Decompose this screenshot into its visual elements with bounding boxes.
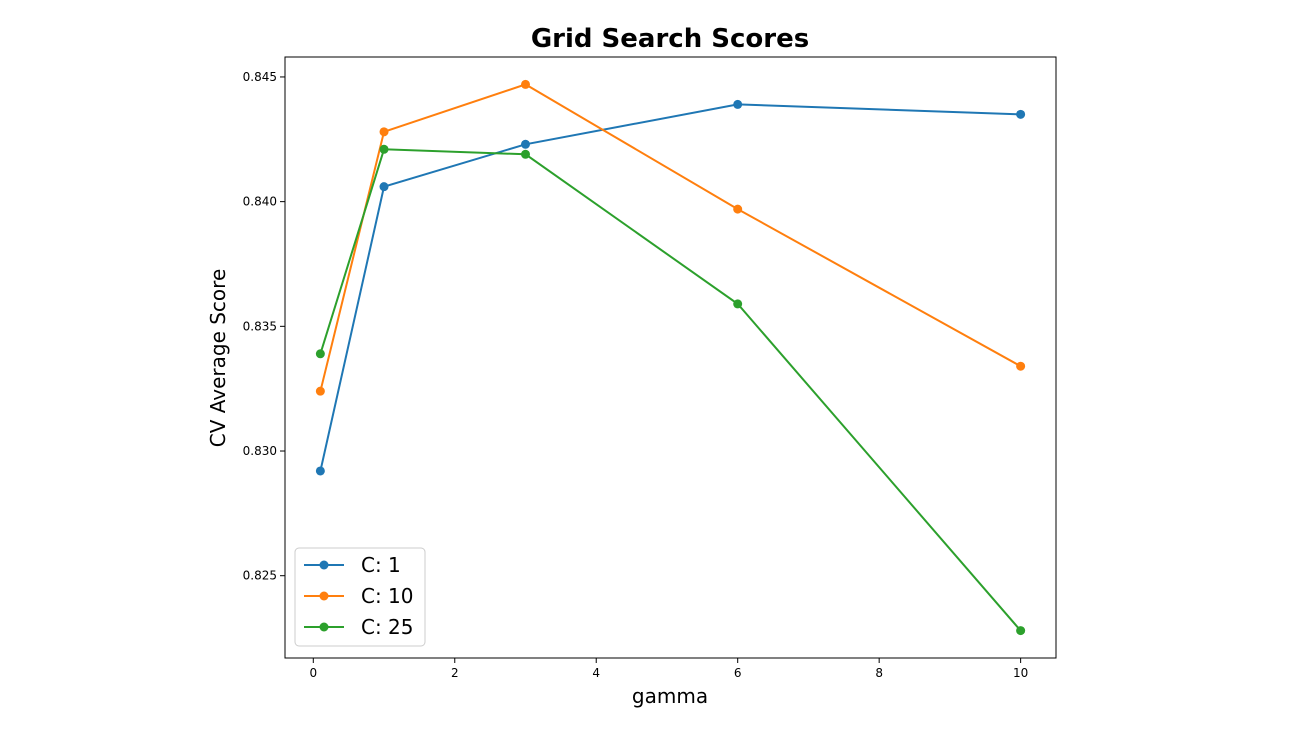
data-point-c-1	[379, 182, 389, 192]
legend-label-c-1: C: 1	[361, 553, 401, 577]
data-point-c-10	[1016, 361, 1026, 371]
legend-label-c-10: C: 10	[361, 584, 414, 608]
data-point-c-10	[520, 79, 530, 89]
x-tick-label: 0	[309, 666, 317, 680]
legend: C: 1 C: 10 C: 25	[294, 547, 426, 647]
data-point-c-25	[733, 299, 743, 309]
chart-title: Grid Search Scores	[531, 24, 809, 54]
legend-marker-c-25	[319, 622, 329, 632]
y-tick-label: 0.845	[243, 70, 277, 84]
x-tick-label: 10	[1013, 666, 1028, 680]
data-point-c-10	[315, 386, 325, 396]
data-point-c-25	[379, 144, 389, 154]
data-point-c-25	[315, 349, 325, 359]
x-tick-label: 6	[734, 666, 742, 680]
x-tick-label: 2	[451, 666, 459, 680]
data-point-c-1	[315, 466, 325, 476]
y-tick-label: 0.825	[243, 569, 277, 583]
y-tick-label: 0.835	[243, 319, 277, 333]
y-axis-ticks: 0.825 0.830 0.835 0.840 0.845	[243, 70, 285, 583]
data-point-c-10	[733, 204, 743, 214]
x-axis-label: gamma	[632, 684, 708, 708]
y-tick-label: 0.830	[243, 444, 277, 458]
legend-label-c-25: C: 25	[361, 615, 414, 639]
data-point-c-1	[733, 99, 743, 109]
y-axis-label: CV Average Score	[206, 269, 230, 448]
data-point-c-10	[379, 127, 389, 137]
series-layer	[315, 79, 1026, 636]
data-point-c-1	[520, 139, 530, 149]
legend-marker-c-1	[319, 560, 329, 570]
x-tick-label: 8	[875, 666, 883, 680]
data-point-c-25	[1016, 626, 1026, 636]
data-point-c-1	[1016, 109, 1026, 119]
x-axis-ticks: 0 2 4 6 8 10	[309, 658, 1028, 680]
x-tick-label: 4	[592, 666, 600, 680]
data-point-c-25	[520, 149, 530, 159]
legend-marker-c-10	[319, 591, 329, 601]
legend-box	[294, 547, 426, 647]
y-tick-label: 0.840	[243, 195, 277, 209]
